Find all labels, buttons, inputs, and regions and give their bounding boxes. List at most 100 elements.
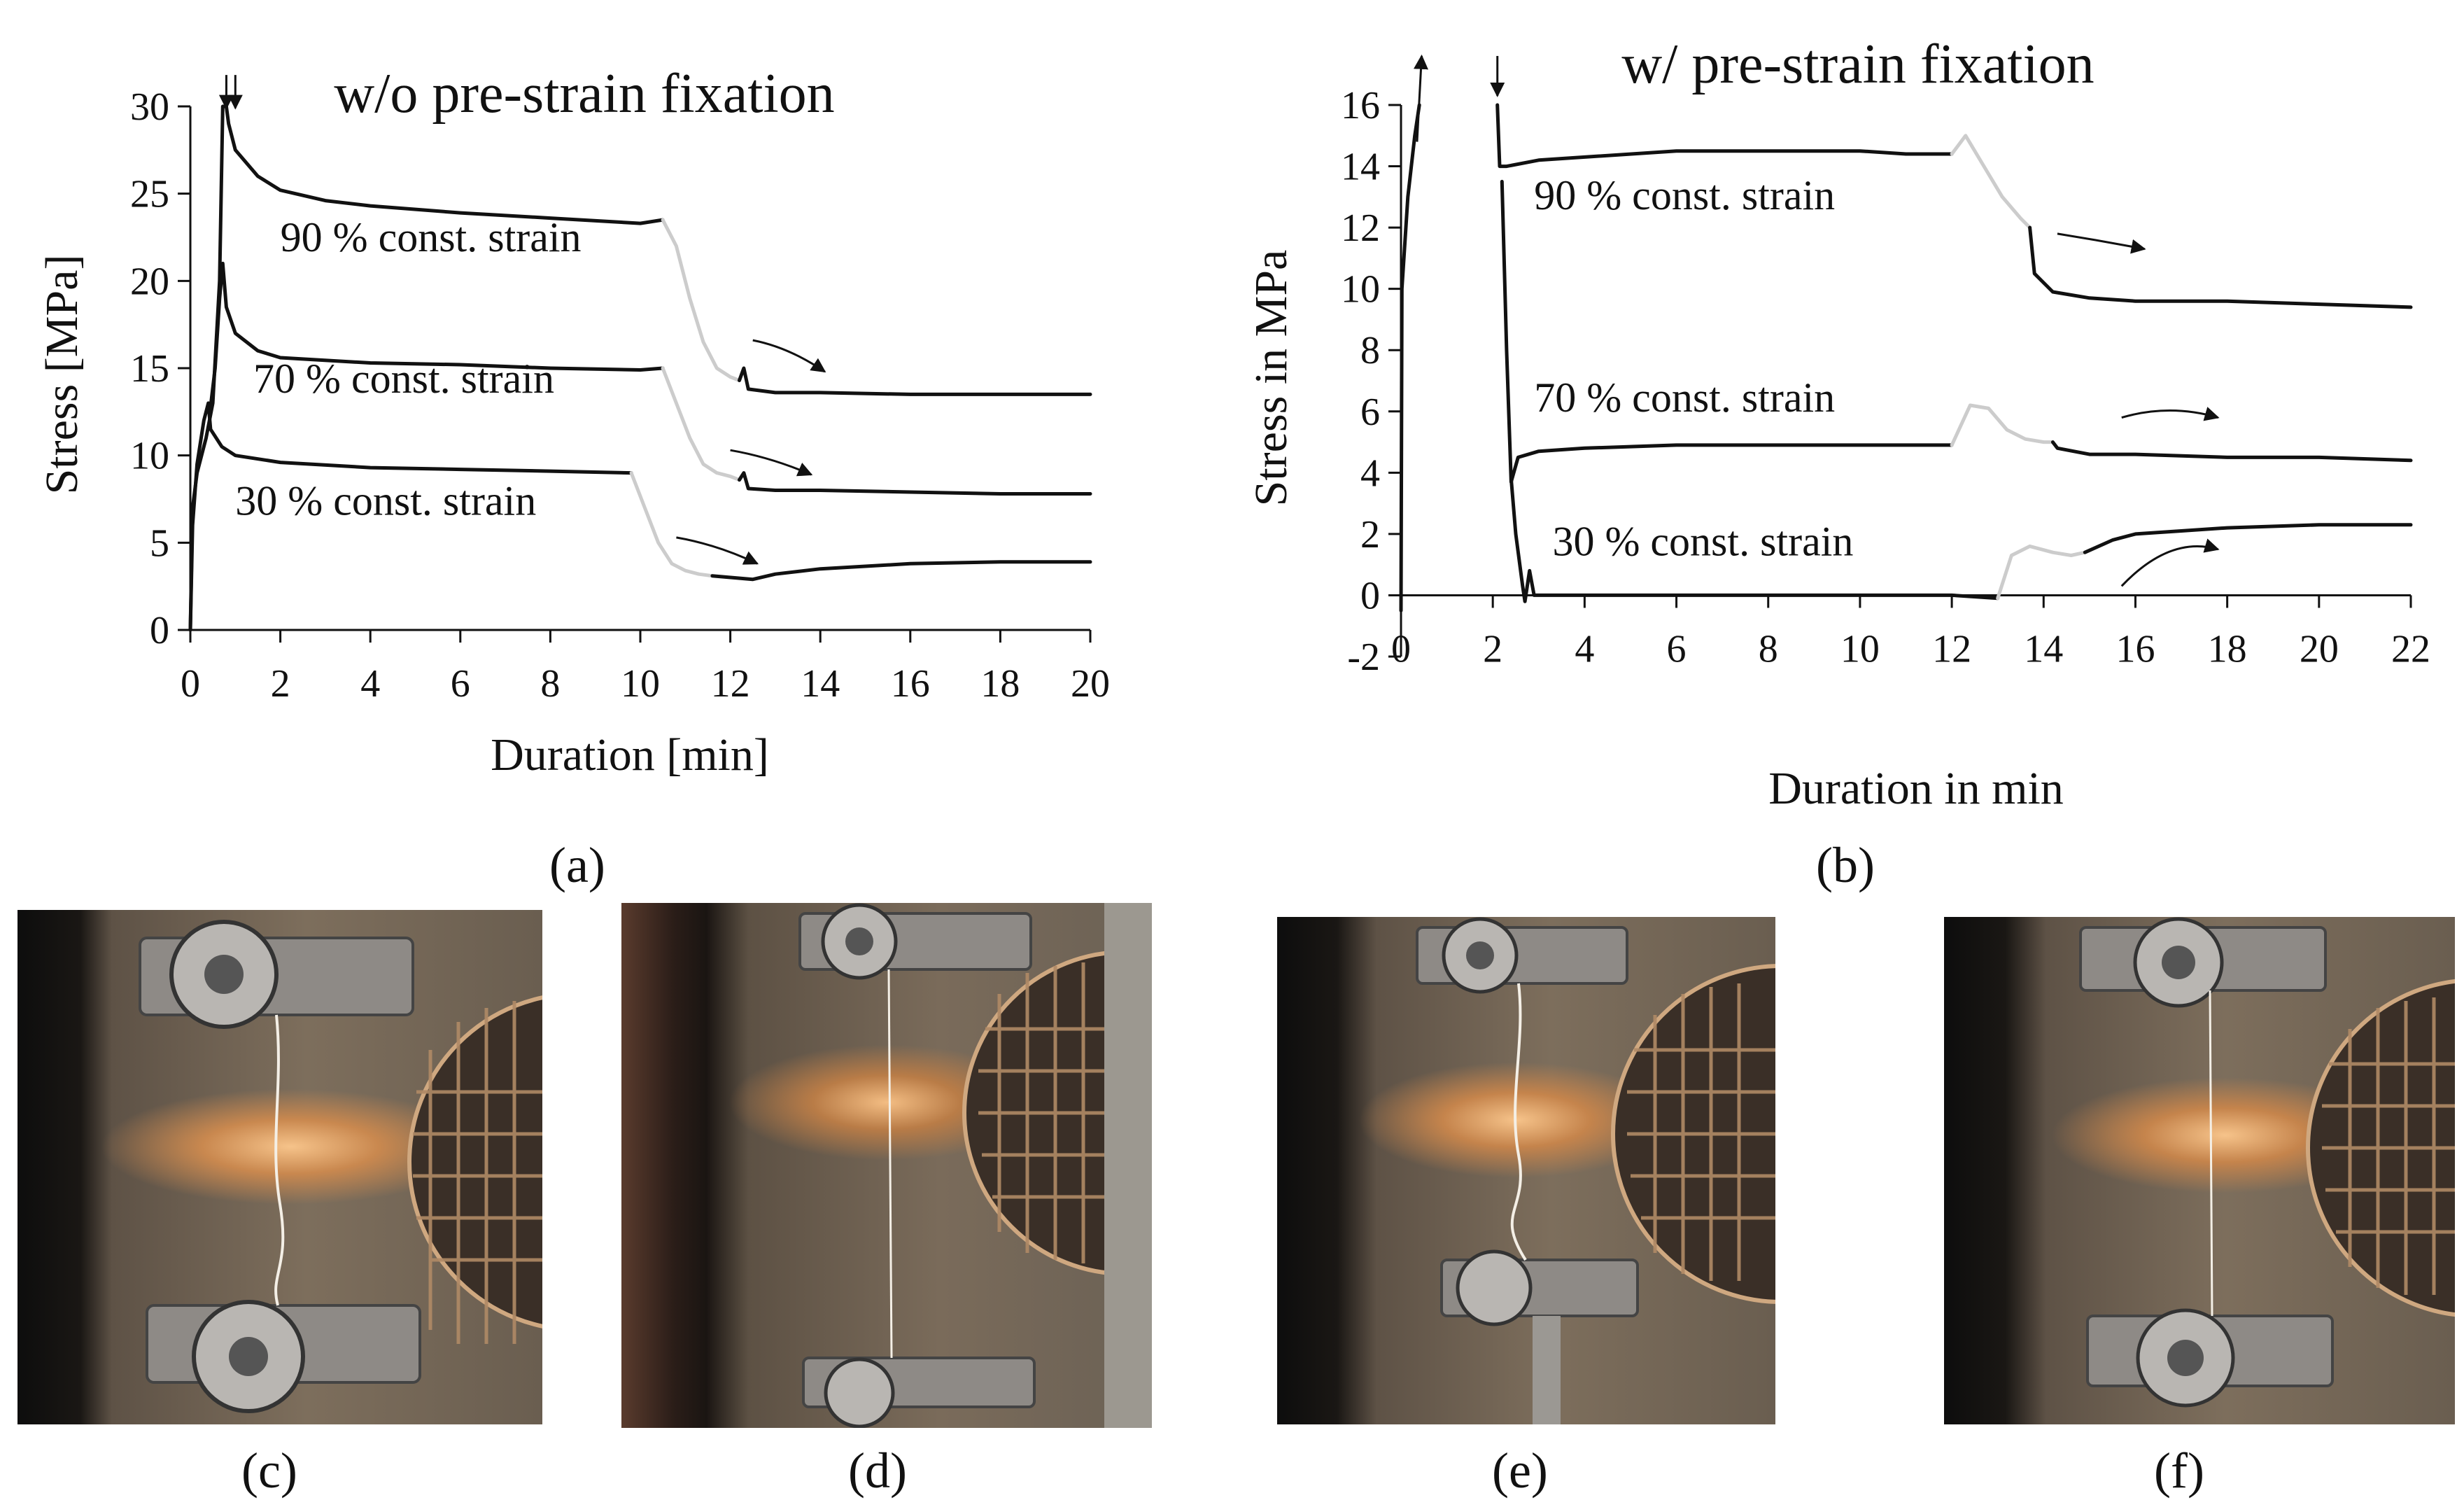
load-up-arrow (1414, 54, 1428, 142)
chart-a-title: w/o pre-strain fixation (334, 63, 834, 125)
panel-label-c: (c) (241, 1443, 297, 1499)
chart-b-title: w/ pre-strain fixation (1621, 34, 2094, 95)
chart-b-ylabel: Stress in MPa (1246, 250, 1297, 507)
y-tick-label: -2 (1347, 636, 1380, 679)
x-tick-label: 4 (1575, 627, 1594, 671)
photo-f-drawing (2079, 917, 2455, 1408)
x-tick-label: 10 (1840, 627, 1880, 671)
x-tick-label: 16 (2115, 627, 2155, 671)
x-tick-label: 8 (1759, 627, 1778, 671)
series-line-3-segment-3 (710, 560, 1092, 582)
fan-grille (407, 995, 542, 1329)
photo-d-fiber-specimen (621, 903, 1152, 1428)
y-tick-label: 25 (130, 173, 169, 216)
x-tick-label: 6 (451, 662, 470, 706)
panel-label-a: (a) (549, 837, 605, 893)
series-label: 70 % const. strain (253, 356, 554, 402)
y-tick-label: 0 (150, 609, 169, 652)
x-tick-label: 14 (801, 662, 840, 706)
x-tick-label: 2 (271, 662, 290, 706)
series-label: 30 % const. strain (235, 477, 536, 524)
series-line-3-segment-3 (2083, 523, 2413, 554)
series-line-3-segment-1 (188, 401, 633, 632)
series-line-1-segment-2 (1495, 103, 1954, 169)
chart-a: w/o pre-strain fixation Duration [min] S… (36, 63, 1110, 780)
panel-label-e: (e) (1492, 1443, 1548, 1499)
series-line-1-segment-1 (188, 104, 665, 632)
x-tick-label: 12 (1932, 627, 1971, 671)
trend-arrow (2057, 232, 2146, 254)
side-frame (1104, 903, 1152, 1428)
series-label: 90 % const. strain (1534, 172, 1835, 218)
y-tick-label: 14 (1341, 146, 1380, 189)
series-label: 90 % const. strain (281, 214, 582, 260)
x-tick-label: 20 (2300, 627, 2339, 671)
trend-arrow (2121, 407, 2220, 421)
fiber (2209, 990, 2213, 1317)
series-line-3-segment-1 (1509, 477, 2000, 603)
x-tick-label: 2 (1483, 627, 1502, 671)
fiber (274, 1014, 285, 1306)
trend-arrow (676, 536, 759, 565)
x-tick-label: 18 (980, 662, 1020, 706)
x-tick-label: 18 (2208, 627, 2247, 671)
y-tick-label: 6 (1360, 391, 1380, 434)
y-tick-label: 5 (150, 521, 169, 565)
x-tick-label: 12 (711, 662, 750, 706)
series-line-3-segment-2 (1996, 544, 2087, 601)
y-tick-label: 16 (1341, 84, 1380, 127)
x-tick-label: 4 (360, 662, 380, 706)
x-tick-label: 8 (540, 662, 560, 706)
photo-c-drawing (139, 920, 542, 1413)
series-line-2-segment-3 (2050, 440, 2413, 463)
lower-grip-knob (824, 1357, 895, 1428)
photo-d-drawing (798, 903, 1152, 1428)
y-tick-label: 4 (1360, 451, 1380, 495)
series-line-1-segment-4 (2028, 225, 2413, 309)
series-line-1-segment-1 (1399, 103, 1421, 612)
fiber (887, 969, 893, 1359)
x-tick-label: 0 (181, 662, 200, 706)
x-tick-label: 10 (621, 662, 660, 706)
chart-a-ylabel: Stress [MPa] (36, 255, 87, 495)
y-tick-label: 20 (130, 260, 169, 303)
x-tick-label: 6 (1667, 627, 1687, 671)
chart-b: w/ pre-strain fixation Duration in min S… (1246, 34, 2430, 814)
trend-arrow (2120, 538, 2220, 587)
y-tick-label: 10 (1341, 268, 1380, 311)
photo-c-fiber-specimen (17, 910, 542, 1424)
series-line-2-segment-3 (738, 471, 1092, 496)
photo-e-drawing (1416, 917, 1775, 1424)
series-line-2-segment-2 (1950, 403, 2055, 447)
series-line-1-segment-3 (1950, 134, 2032, 230)
panel-label-b: (b) (1816, 837, 1875, 893)
series-line-1-segment-2 (661, 218, 741, 382)
y-tick-label: 15 (130, 347, 169, 391)
y-tick-label: 12 (1341, 206, 1380, 250)
panel-label-d: (d) (848, 1443, 907, 1499)
x-tick-label: 0 (1391, 627, 1411, 671)
series-line-2-segment-1 (209, 261, 665, 409)
y-tick-label: 10 (130, 435, 169, 478)
series-line-2-segment-2 (661, 366, 741, 482)
trend-arrow (730, 449, 813, 477)
series-line-1-segment-3 (738, 366, 1092, 396)
y-tick-label: 2 (1360, 513, 1380, 556)
x-tick-label: 22 (2391, 627, 2430, 671)
x-tick-label: 14 (2024, 627, 2063, 671)
series-line-3-segment-2 (629, 471, 714, 578)
y-tick-label: 30 (130, 85, 169, 129)
x-tick-label: 20 (1071, 662, 1110, 706)
y-tick-label: 0 (1360, 574, 1380, 617)
fiber (1510, 983, 1527, 1261)
y-tick-label: 8 (1360, 329, 1380, 372)
series-line-2-segment-1 (1500, 179, 1954, 484)
photo-e-fiber-specimen (1277, 917, 1775, 1424)
chart-b-xlabel: Duration in min (1768, 763, 2064, 814)
x-tick-label: 16 (891, 662, 930, 706)
series-label: 30 % const. strain (1552, 519, 1853, 565)
series-label: 70 % const. strain (1534, 374, 1835, 421)
chart-a-xlabel: Duration [min] (491, 729, 769, 780)
panel-label-f: (f) (2154, 1443, 2204, 1499)
